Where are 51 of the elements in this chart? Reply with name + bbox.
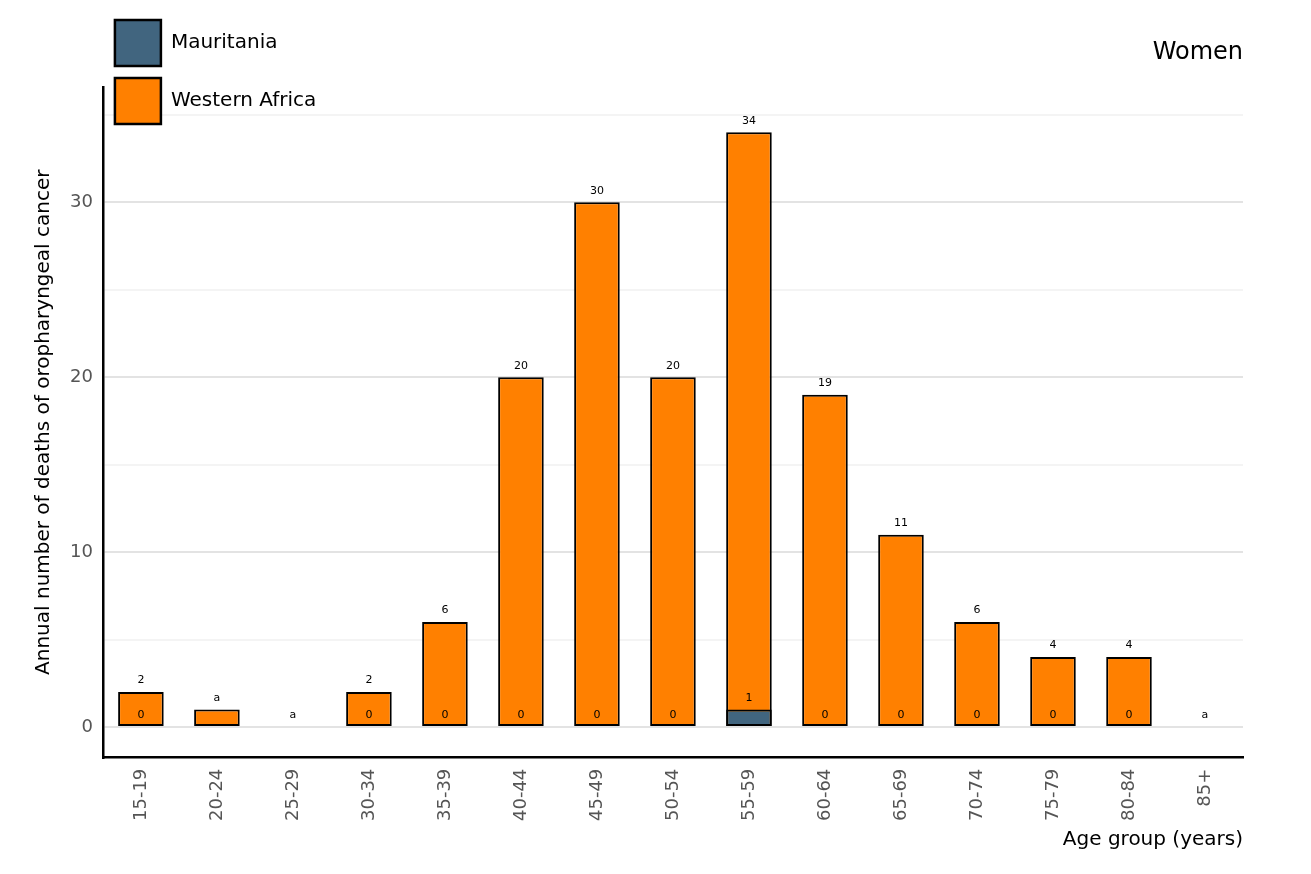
- data-label: 0: [593, 708, 601, 722]
- x-tick-label: 45-49: [584, 768, 606, 822]
- x-tick-label: 40-44: [508, 768, 530, 822]
- x-tick-label: 25-29: [280, 768, 302, 822]
- data-label: 30: [589, 183, 604, 197]
- x-tick-label: 65-69: [888, 768, 910, 822]
- data-label: 0: [1125, 708, 1133, 722]
- data-label: 0: [973, 708, 981, 722]
- x-tick-label: 35-39: [432, 768, 454, 822]
- data-label: 0: [1049, 708, 1057, 722]
- data-label: 4: [1125, 638, 1133, 652]
- data-label: 20: [513, 358, 528, 372]
- data-label: 11: [893, 516, 908, 530]
- x-tick-label: 60-64: [812, 768, 834, 822]
- data-label: 0: [897, 708, 905, 722]
- y-tick-label: 0: [81, 714, 93, 736]
- y-tick-label: 10: [70, 539, 93, 561]
- data-label: 2: [365, 673, 373, 687]
- data-label: 34: [741, 113, 756, 127]
- y-tick-label: 20: [70, 364, 93, 386]
- x-tick-label: 75-79: [1040, 768, 1062, 822]
- x-axis-title: Age group (years): [1062, 826, 1243, 851]
- data-label: a: [289, 708, 297, 722]
- data-label: 0: [365, 708, 373, 722]
- x-tick-label: 30-34: [356, 768, 378, 822]
- x-tick-label: 50-54: [660, 768, 682, 822]
- data-label: 0: [137, 708, 145, 722]
- legend-label: Mauritania: [170, 29, 278, 54]
- data-label: 1: [745, 690, 753, 704]
- data-label: 6: [973, 603, 981, 617]
- x-tick-label: 85+: [1192, 768, 1214, 807]
- data-label: 2: [137, 673, 145, 687]
- legend-label: Western Africa: [170, 87, 317, 112]
- data-label: 0: [669, 708, 677, 722]
- data-label: 20: [665, 358, 680, 372]
- y-axis-title: Annual number of deaths of oropharyngeal cancer: [30, 168, 55, 675]
- x-tick-label: 15-19: [128, 768, 150, 822]
- data-label: 0: [821, 708, 829, 722]
- y-tick-label: 30: [70, 189, 93, 211]
- data-label: a: [1201, 708, 1209, 722]
- x-tick-label: 80-84: [1116, 768, 1138, 822]
- x-tick-label: 70-74: [964, 768, 986, 822]
- x-tick-label: 20-24: [204, 768, 226, 822]
- data-label: 0: [517, 708, 525, 722]
- data-label: 0: [441, 708, 449, 722]
- data-label: 19: [817, 376, 832, 390]
- chart-title: Women: [1152, 36, 1243, 65]
- data-label: 4: [1049, 638, 1057, 652]
- x-tick-label: 55-59: [736, 768, 758, 822]
- data-label: 6: [441, 603, 449, 617]
- data-label: a: [213, 690, 221, 704]
